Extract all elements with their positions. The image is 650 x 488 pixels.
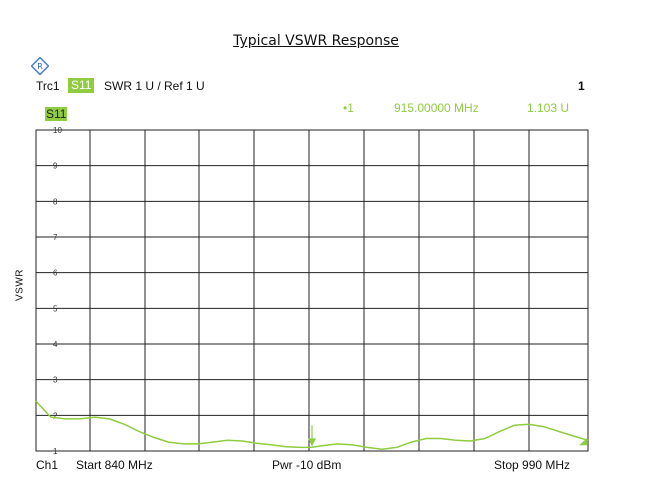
y-tick-label: 3 — [53, 376, 58, 385]
y-tick-label: 6 — [53, 269, 58, 278]
chart-title: Typical VSWR Response — [233, 33, 399, 49]
plot-frame — [35, 129, 589, 452]
marker-id: •1 — [343, 101, 354, 115]
y-tick-label: 2 — [53, 411, 58, 420]
y-tick-label: 7 — [53, 233, 58, 242]
trace-name-label: S11 — [45, 107, 68, 121]
channel-label: Ch1 — [36, 458, 59, 472]
y-tick-label: 5 — [53, 304, 58, 313]
y-tick-label: 4 — [53, 340, 58, 349]
power-label: Pwr -10 dBm — [272, 458, 342, 472]
marker-frequency: 915.00000 MHz — [394, 101, 479, 115]
trace-label: Trc1 — [36, 79, 60, 93]
param-badge: S11 — [68, 78, 95, 93]
svg-text:R: R — [37, 62, 43, 71]
series-line-s11 — [35, 400, 589, 450]
y-tick-label: 10 — [53, 126, 62, 135]
marker-triangle-icon — [308, 438, 316, 447]
y-tick-label: 1 — [53, 447, 58, 456]
y-tick-label: 8 — [53, 197, 58, 206]
channel-number: 1 — [578, 79, 585, 93]
start-frequency: Start 840 MHz — [76, 458, 153, 472]
y-tick-label: 9 — [53, 162, 58, 171]
marker-value: 1.103 U — [527, 101, 570, 115]
analyzer-logo-icon: R — [31, 57, 49, 75]
stop-frequency: Stop 990 MHz — [494, 458, 571, 472]
stop-marker-icon — [579, 438, 587, 446]
format-label: SWR 1 U / Ref 1 U — [104, 79, 205, 93]
